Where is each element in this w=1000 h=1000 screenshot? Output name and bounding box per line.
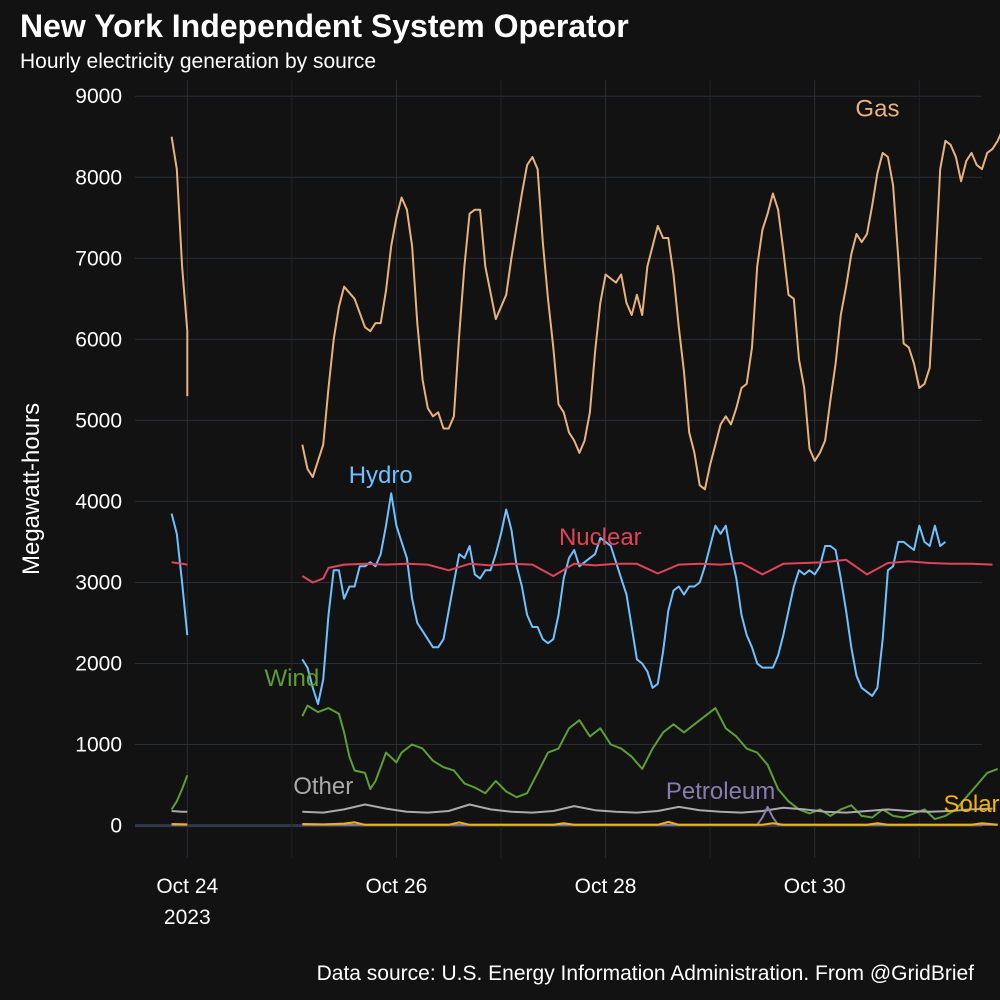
petroleum-series-label: Petroleum <box>666 778 775 805</box>
y-tick-label: 7000 <box>75 247 122 270</box>
nuclear-series-line <box>171 561 188 566</box>
gas-series-line <box>170 136 189 397</box>
x-tick-label: Oct 26 <box>365 875 427 898</box>
y-tick-label: 9000 <box>75 85 122 108</box>
y-tick-label: 3000 <box>75 571 122 594</box>
y-tick-label: 0 <box>110 815 122 838</box>
grid <box>135 80 982 858</box>
nuclear-series-line <box>301 558 993 584</box>
x-tick-label: Oct 30 <box>784 875 846 898</box>
chart-title: New York Independent System Operator <box>20 8 629 44</box>
solar-series-label: Solar <box>944 791 1000 818</box>
x-tick-label: Oct 24 <box>156 875 218 898</box>
y-tick-label: 6000 <box>75 328 122 351</box>
x-tick-label: Oct 28 <box>575 875 637 898</box>
nuclear-series-label: Nuclear <box>559 524 642 551</box>
wind-series-line <box>170 774 189 810</box>
gas-series-label: Gas <box>855 95 899 122</box>
hydro-series-label: Hydro <box>349 462 413 489</box>
source-caption: Data source: U.S. Energy Information Adm… <box>316 962 974 985</box>
y-tick-label: 8000 <box>75 166 122 189</box>
other-series-label: Other <box>293 773 353 800</box>
y-tick-label: 2000 <box>75 653 122 676</box>
y-tick-label: 1000 <box>75 734 122 757</box>
other-series-line <box>302 803 993 814</box>
x-tick-sublabel: 2023 <box>164 906 211 929</box>
y-axis-ticks: 0 1000 2000 3000 4000 5000 6000 7000 8000 9000 <box>75 85 122 837</box>
series-labels: Gas Hydro Nuclear Wind Other Petroleum Solar <box>265 95 1000 817</box>
series-lines <box>170 132 1000 826</box>
y-tick-label: 5000 <box>75 409 122 432</box>
y-tick-label: 4000 <box>75 490 122 513</box>
chart-subtitle: Hourly electricity generation by source <box>20 50 376 73</box>
hydro-series-line <box>170 513 189 636</box>
wind-series-label: Wind <box>265 665 320 692</box>
gas-series-line <box>301 132 1000 491</box>
wind-series-line <box>301 704 999 821</box>
solar-series-line <box>302 820 998 826</box>
x-axis-ticks: Oct 24 2023 Oct 26 Oct 28 Oct 30 <box>156 875 845 929</box>
other-series-line <box>171 810 188 813</box>
hydro-series-line <box>301 492 947 705</box>
